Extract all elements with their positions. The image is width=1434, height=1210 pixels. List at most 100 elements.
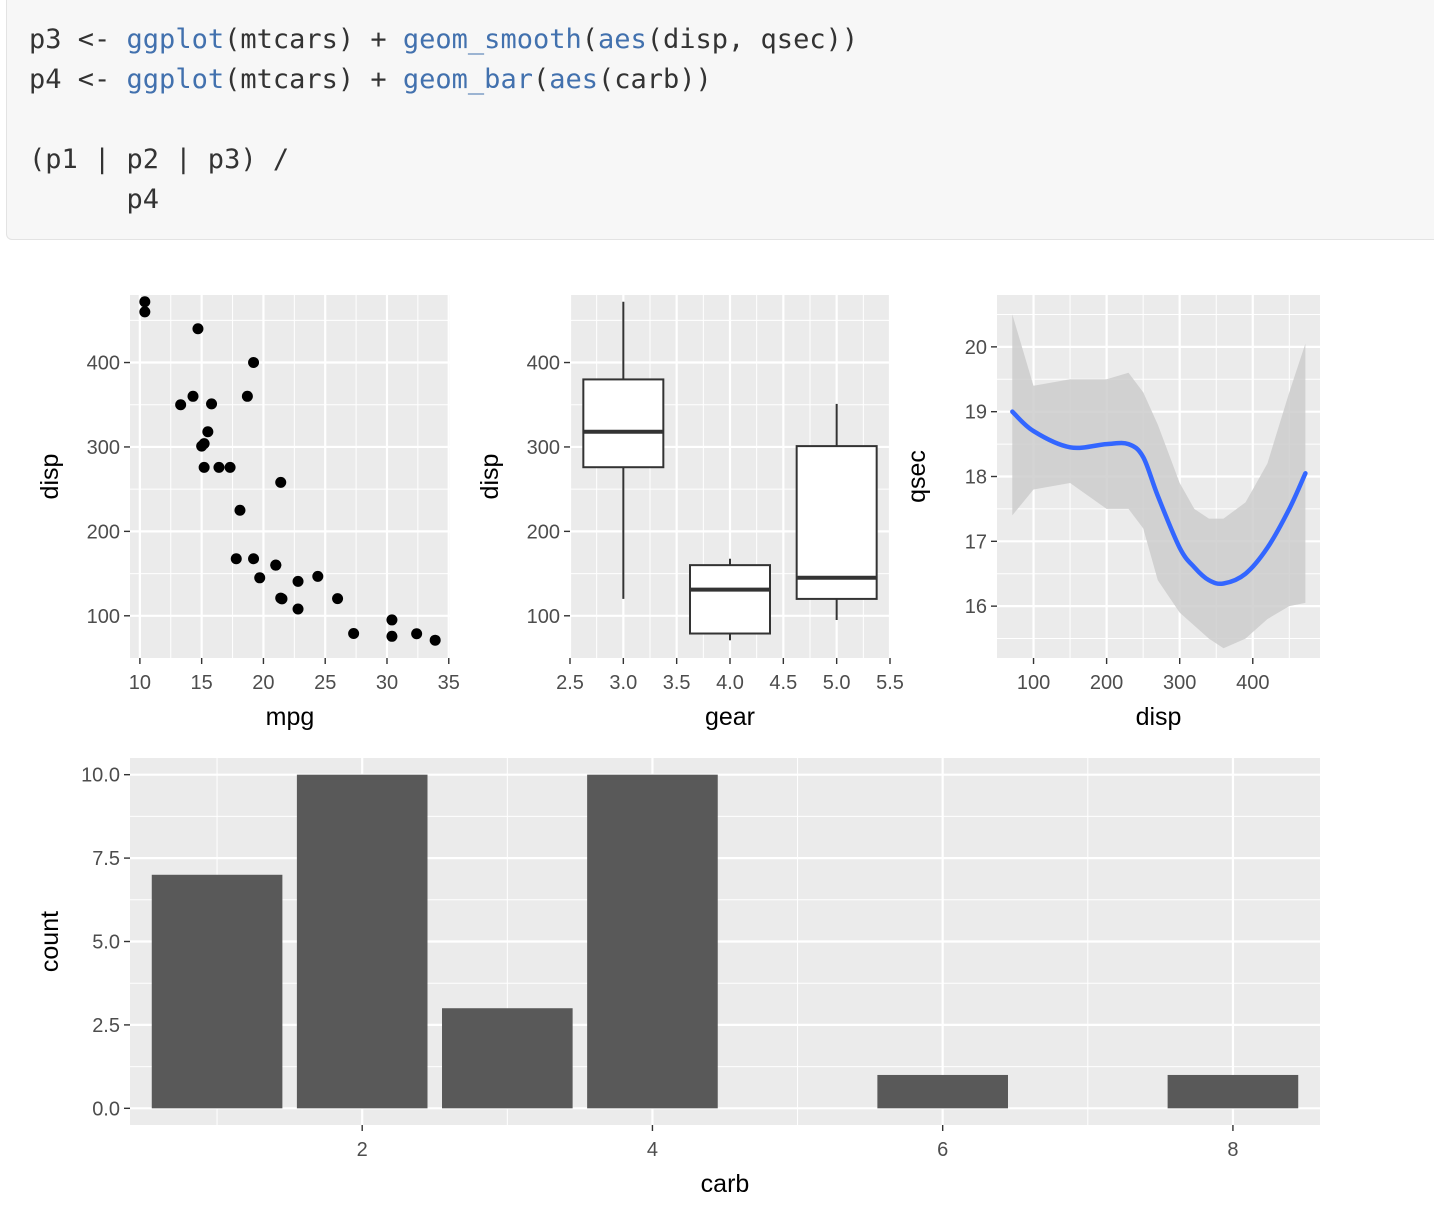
p3-y-tick-label: 20 [965,337,987,359]
p1-data-point [192,323,204,335]
p1-data-point [198,461,210,473]
code-text: (p1 | p2 | p3) / [29,144,290,175]
p1-data-point [196,440,208,452]
p4-bar [151,874,283,1109]
p3-y-axis-title: qsec [903,450,931,503]
code-text: p3 <- [29,24,127,55]
p1-data-point [275,592,287,604]
p1-y-tick-label: 200 [87,521,120,543]
p4-bar [587,774,718,1109]
p1-data-point [139,296,151,308]
p2-y-axis-title: disp [476,454,504,500]
code-function-name: aes [549,64,598,95]
p3-x-tick-label: 200 [1090,672,1123,694]
p1-data-point [206,398,218,410]
p1-x-tick-label: 30 [376,672,398,694]
p1-x-tick-label: 25 [314,672,336,694]
code-line-5: p4 [29,184,160,215]
p4-y-axis-title: count [36,911,64,972]
p1-data-point [332,593,344,605]
code-text: p4 [29,184,160,215]
p4-y-tick-label: 0.0 [92,1098,120,1120]
code-text: p4 <- [29,64,127,95]
p3-x-tick-label: 300 [1163,672,1196,694]
p1-x-tick-label: 35 [438,672,460,694]
p1-data-point [224,461,236,473]
p1-data-point [411,628,423,640]
p1-data-point [254,572,266,584]
p2-x-tick-label: 3.0 [609,672,637,694]
code-function-name: aes [597,24,647,55]
code-text: (mtcars) + [224,24,403,55]
p2-x-axis-title: gear [705,703,755,731]
p2-box [582,378,665,469]
code-function-name: ggplot [126,24,225,55]
p3-y-tick-label: 18 [965,467,987,489]
p1-panel-background [130,295,450,658]
p1-data-point [202,426,214,438]
p3-x-tick-label: 400 [1236,672,1269,694]
p1-data-point [386,614,398,626]
p1-data-point [175,399,187,411]
p1-x-tick-label: 20 [252,672,274,694]
code-text: ( [581,24,598,55]
code-text: (disp, qsec)) [646,24,859,55]
p2-x-tick-label: 5.5 [876,672,904,694]
p1-data-point [139,306,151,318]
p3-x-axis-title: disp [1136,703,1182,731]
p1-y-tick-label: 300 [87,437,120,459]
p2-y-tick-label: 300 [527,437,560,459]
p1-data-point [230,553,242,565]
p4-bar [877,1074,1008,1109]
p1-y-tick-label: 100 [87,606,120,628]
p1-data-point [234,504,246,516]
p2-y-tick-label: 400 [527,353,560,375]
p2-box [689,564,771,635]
p1-data-point [248,553,260,565]
p1-data-point [429,634,441,646]
code-text: (mtcars) + [224,64,403,95]
p1-y-axis-title: disp [36,454,64,500]
code-line-4: (p1 | p2 | p3) / [29,144,289,175]
p1-data-point [248,357,260,369]
p1-data-point [292,575,304,587]
p2-x-tick-label: 4.0 [716,672,744,694]
p1-data-point [312,570,324,582]
p3-confidence-band [1012,314,1306,649]
code-function-name: geom_bar [402,64,533,95]
p4-x-axis-title: carb [701,1170,750,1198]
p1-data-point [241,390,253,402]
p2-box [795,445,878,600]
p3-smooth-line [1010,409,1308,587]
p4-y-tick-label: 7.5 [92,848,120,870]
p1-data-point [187,390,199,402]
p4-bar [296,774,428,1109]
p1-x-tick-label: 15 [191,672,213,694]
p4-x-tick-label: 6 [937,1139,948,1161]
p1-data-point [275,476,287,488]
p1-data-point [292,603,304,615]
p2-x-tick-label: 3.5 [663,672,691,694]
p3-y-tick-label: 17 [965,531,987,553]
p4-x-tick-label: 4 [647,1139,658,1161]
p3-y-tick-label: 16 [965,596,987,618]
p1-data-point [270,559,282,571]
p2-y-tick-label: 200 [527,521,560,543]
p2-y-tick-label: 100 [527,606,560,628]
p4-y-tick-label: 5.0 [92,932,120,954]
code-text: (carb)) [598,64,712,95]
code-function-name: ggplot [126,64,225,95]
p2-x-tick-label: 5.0 [823,672,851,694]
p1-data-point [213,461,225,473]
p4-y-tick-label: 2.5 [92,1015,120,1037]
p1-x-tick-label: 10 [129,672,151,694]
p1-y-tick-label: 400 [87,353,120,375]
code-block: p3 <- ggplot(mtcars) + geom_smooth(aes(d… [6,0,1434,240]
p2-x-tick-label: 2.5 [556,672,584,694]
code-line-2: p4 <- ggplot(mtcars) + geom_bar(aes(carb… [29,64,712,95]
p1-data-point [348,628,360,640]
p4-x-tick-label: 8 [1227,1139,1238,1161]
p3-y-tick-label: 19 [965,402,987,424]
p4-y-tick-label: 10.0 [81,765,120,787]
